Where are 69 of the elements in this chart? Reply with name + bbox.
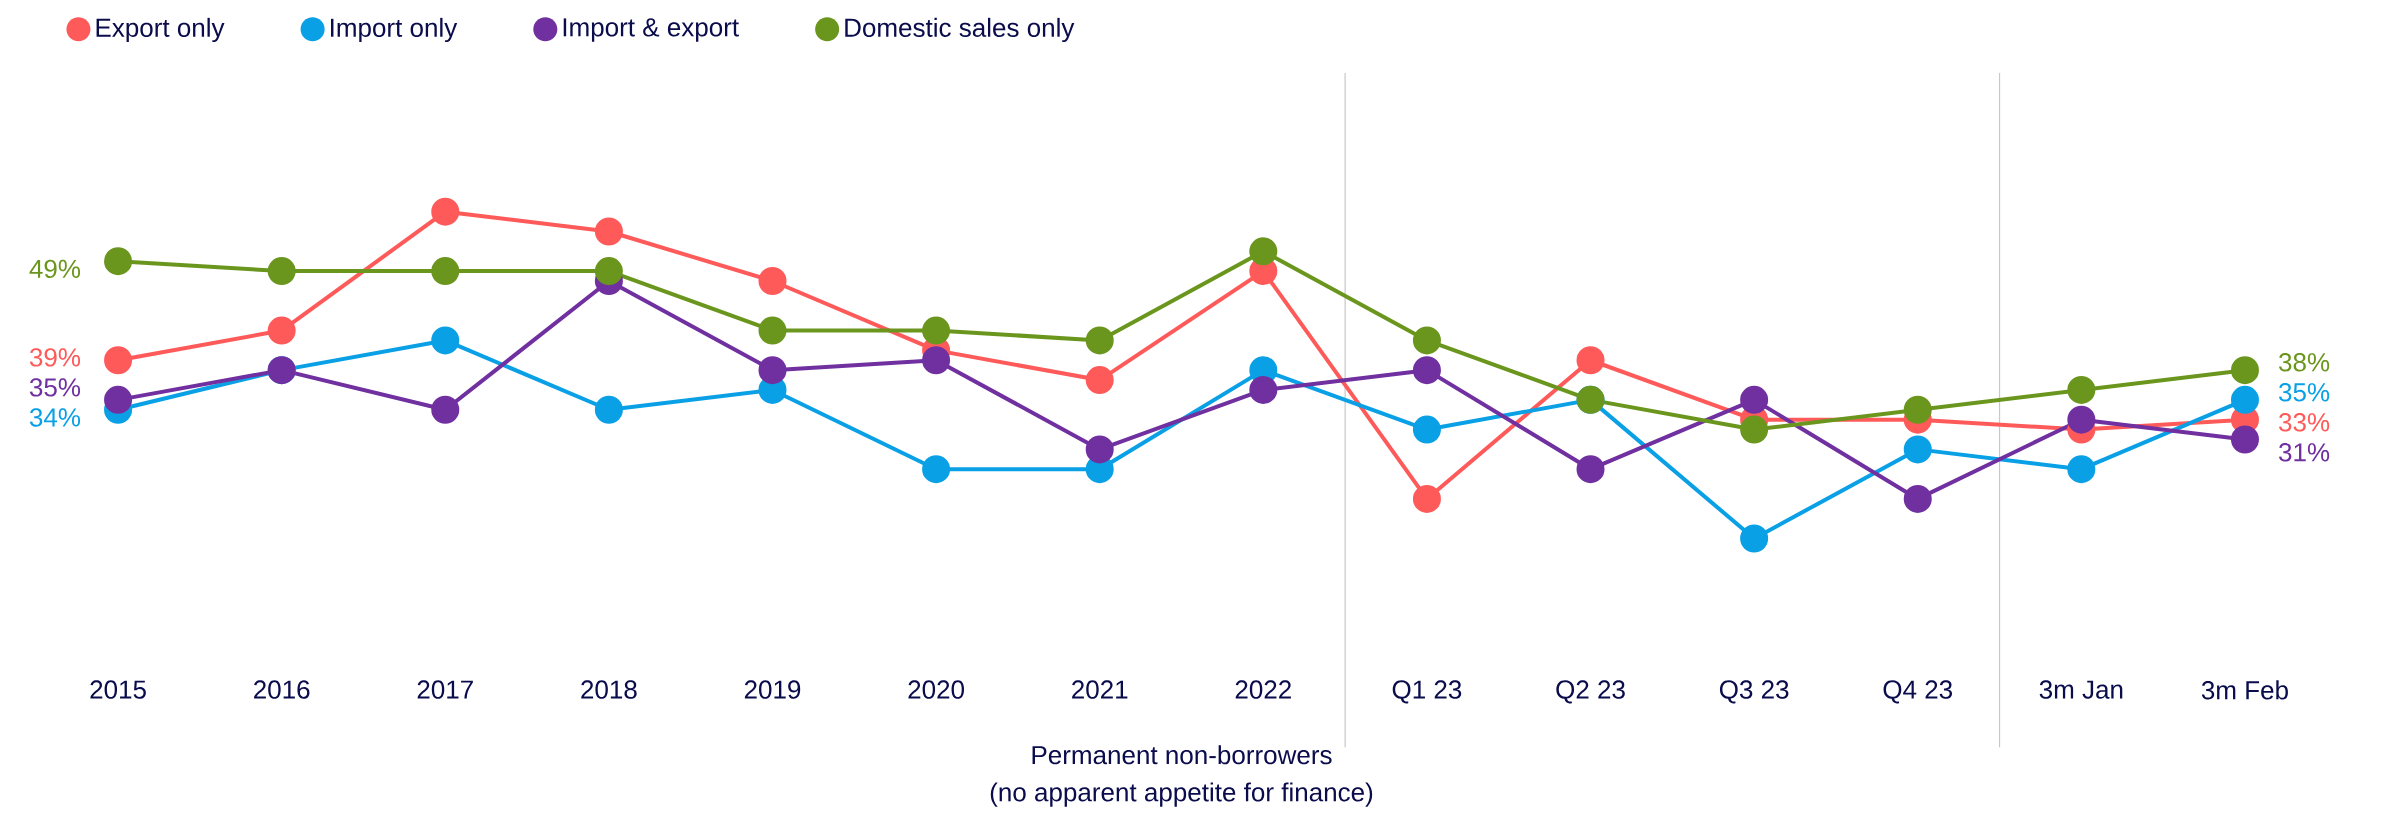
data-label: 38% xyxy=(2279,352,2330,372)
x-tick-label: 2018 xyxy=(581,680,637,699)
point xyxy=(1412,326,1441,355)
point xyxy=(267,316,296,345)
legend-label: Import only xyxy=(331,17,458,42)
point xyxy=(758,355,787,384)
point xyxy=(1249,375,1278,404)
x-tick-label: 2021 xyxy=(1072,680,1128,699)
point xyxy=(2067,405,2096,434)
point xyxy=(267,256,296,285)
point xyxy=(1249,237,1278,266)
point xyxy=(2067,455,2096,484)
x-tick-label: 2015 xyxy=(90,680,146,699)
data-label: 34% xyxy=(29,408,81,427)
x-tick-label: 2022 xyxy=(1235,680,1291,699)
data-label: 31% xyxy=(2279,442,2330,462)
point xyxy=(2067,375,2096,404)
legend-label: Import & export xyxy=(563,18,739,42)
point xyxy=(431,326,460,355)
point xyxy=(431,256,460,285)
data-label: 35% xyxy=(29,378,81,397)
point xyxy=(1412,355,1441,384)
x-tick-label: Q3 23 xyxy=(1719,680,1789,704)
point xyxy=(1412,484,1441,513)
x-axis-title: Permanent non-borrowers xyxy=(1032,744,1332,765)
data-label: 33% xyxy=(2279,412,2330,432)
point xyxy=(594,256,623,285)
point xyxy=(758,316,787,345)
point xyxy=(1740,524,1769,553)
text: (no apparent appetite for finance) xyxy=(990,782,1373,807)
x-tick-label: 2019 xyxy=(744,680,801,699)
point xyxy=(594,217,623,246)
legend-label: Domestic sales only xyxy=(845,17,1075,42)
point xyxy=(104,385,133,414)
point xyxy=(104,247,133,276)
point xyxy=(2230,355,2259,384)
x-tick-label: Q4 23 xyxy=(1883,680,1953,704)
x-tick-label: Q2 23 xyxy=(1556,680,1625,704)
point xyxy=(922,346,951,375)
point xyxy=(1903,395,1932,424)
point xyxy=(922,316,951,345)
point xyxy=(2230,385,2259,414)
point xyxy=(594,395,623,424)
point xyxy=(2230,425,2259,454)
x-tick-label: 3m Feb xyxy=(2201,680,2288,700)
point xyxy=(1085,365,1114,394)
x-tick-label: 2016 xyxy=(254,680,310,699)
x-tick-label: 3m Jan xyxy=(2039,680,2123,699)
point xyxy=(1085,326,1114,355)
x-tick-label: 2020 xyxy=(908,680,965,699)
point xyxy=(1576,455,1605,484)
data-label: 49% xyxy=(29,259,81,278)
point xyxy=(431,197,460,226)
point xyxy=(1085,435,1114,464)
point xyxy=(1903,484,1932,513)
point xyxy=(922,455,951,484)
point xyxy=(431,395,460,424)
point xyxy=(1903,435,1932,464)
point xyxy=(1740,415,1769,444)
legend-label: Export only xyxy=(96,17,225,42)
point xyxy=(1412,415,1441,444)
x-tick-label: Q1 23 xyxy=(1392,680,1462,704)
point xyxy=(1576,346,1605,375)
point xyxy=(104,346,133,375)
data-label: 35% xyxy=(2279,382,2330,402)
x-tick-label: 2017 xyxy=(417,680,473,699)
point xyxy=(1740,385,1769,414)
point xyxy=(758,266,787,295)
data-label: 39% xyxy=(29,348,81,367)
